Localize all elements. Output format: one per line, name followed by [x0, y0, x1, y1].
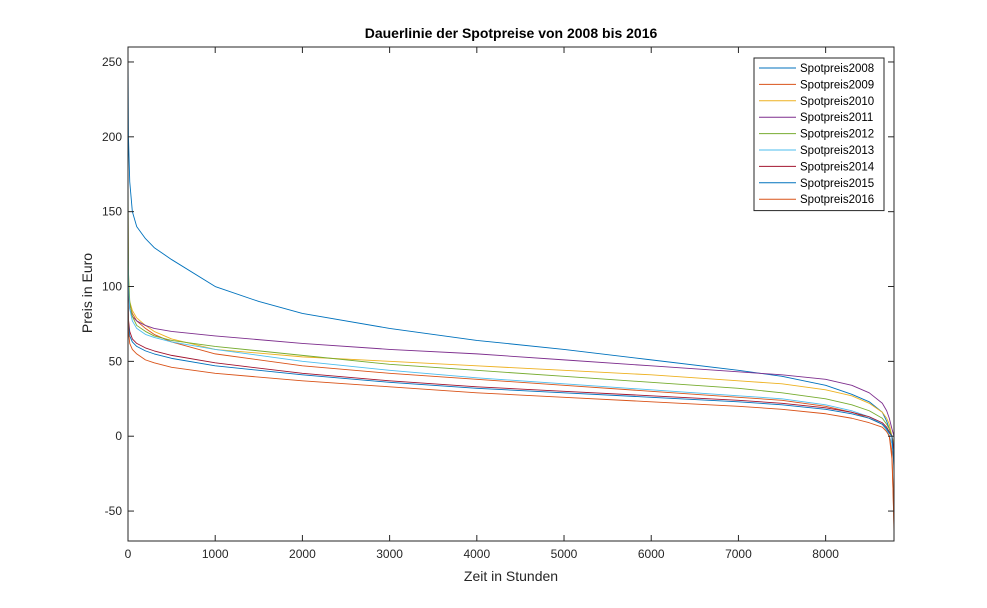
x-tick-label: 6000	[638, 547, 665, 561]
y-tick-label: -50	[105, 504, 123, 518]
legend-entry: Spotpreis2008	[800, 63, 874, 75]
y-tick-label: 250	[102, 55, 122, 69]
x-tick-label: 8000	[812, 547, 839, 561]
y-tick-label: 200	[102, 130, 122, 144]
legend-entry: Spotpreis2011	[800, 112, 873, 124]
legend-entry: Spotpreis2013	[800, 145, 874, 157]
y-tick-label: 150	[102, 205, 122, 219]
chart-title: Dauerlinie der Spotpreise von 2008 bis 2…	[365, 25, 658, 41]
x-tick-label: 2000	[289, 547, 316, 561]
series-line-spotpreis2008	[127, 54, 895, 474]
y-tick-label: 100	[102, 280, 122, 294]
x-tick-label: 1000	[202, 547, 229, 561]
series-line-spotpreis2010	[127, 241, 895, 444]
axes-box	[127, 46, 895, 542]
y-axis-label: Preis in Euro	[79, 253, 95, 333]
y-tick-label: 0	[115, 429, 122, 443]
series-line-spotpreis2015	[127, 286, 895, 467]
axes-layer: 0 1000 2000 3000 4000 5000 6000 7000 8000 -50 0 50 1…	[102, 46, 895, 561]
legend-entry: Spotpreis2015	[800, 178, 874, 190]
series-line-spotpreis2016	[127, 279, 895, 527]
legend-entry: Spotpreis2012	[800, 129, 874, 141]
legend-box	[753, 57, 885, 212]
y-tick-label: 50	[109, 354, 123, 368]
x-tick-label: 3000	[376, 547, 403, 561]
legend-entry: Spotpreis2014	[800, 161, 875, 173]
x-axis-label: Zeit in Stunden	[464, 568, 558, 584]
series-line-spotpreis2011	[127, 264, 895, 437]
legend: Spotpreis2008 Spotpreis2009 Spotpreis2010 S…	[753, 57, 885, 212]
series-line-spotpreis2014	[127, 301, 895, 452]
legend-entry: Spotpreis2016	[800, 194, 874, 206]
x-tick-label: 7000	[725, 547, 752, 561]
x-tick-label: 5000	[551, 547, 578, 561]
x-tick-label: 0	[125, 547, 132, 561]
legend-entry: Spotpreis2009	[800, 79, 874, 91]
series-layer	[127, 54, 895, 534]
legend-entry: Spotpreis2010	[800, 96, 874, 108]
x-tick-label: 4000	[463, 547, 490, 561]
series-line-spotpreis2012	[127, 174, 895, 452]
